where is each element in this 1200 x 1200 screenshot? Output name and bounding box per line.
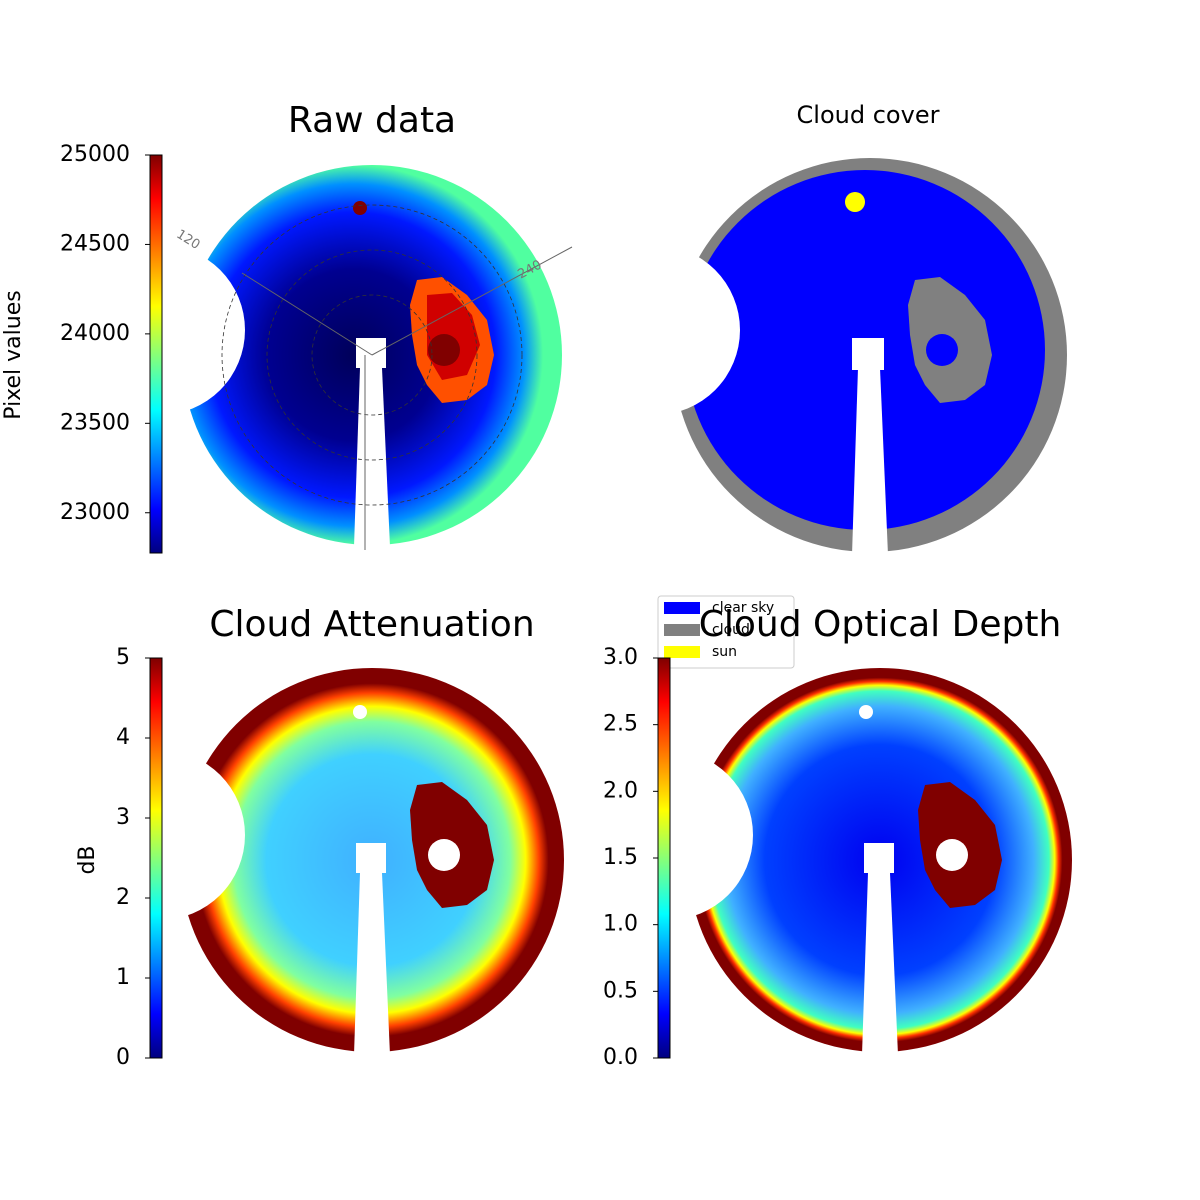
panel-title: Cloud cover: [797, 101, 940, 129]
colorbar: [657, 657, 671, 1059]
colorbar-tick-label: 24000: [60, 321, 130, 346]
colorbar-tick-label: 3.0: [603, 645, 638, 670]
colorbar-tick-label: 5: [116, 645, 130, 670]
colorbar-tick-label: 25000: [60, 142, 130, 167]
legend-swatch: [664, 624, 700, 636]
cloud-cover-image: [570, 158, 1067, 555]
colorbar-tick-label: 3: [116, 805, 130, 830]
colorbar-tick-label: 4: [116, 725, 130, 750]
legend-swatch: [664, 602, 700, 614]
colorbar-tick-label: 0.0: [603, 1045, 638, 1070]
colorbar-label: dB: [75, 845, 100, 874]
panel-title: Raw data: [288, 100, 456, 141]
colorbar-tick-label: 1.5: [603, 845, 638, 870]
colorbar-tick-label: 2.0: [603, 778, 638, 803]
colorbar-tick-label: 24500: [60, 231, 130, 256]
colorbar-tick-label: 0: [116, 1045, 130, 1070]
colorbar-tick-label: 2.5: [603, 712, 638, 737]
legend-label: cloud: [712, 622, 750, 638]
cod-image: [583, 668, 1072, 1055]
colorbar-tick-label: 0.5: [603, 978, 638, 1003]
attenuation-image: [75, 668, 564, 1055]
colorbar-tick-label: 23000: [60, 500, 130, 525]
colorbar: [149, 154, 163, 554]
legend-label: clear sky: [712, 600, 774, 616]
colorbar-tick-label: 2: [116, 885, 130, 910]
panel-title: Cloud Attenuation: [209, 604, 534, 645]
legend-swatch: [664, 646, 700, 658]
colorbar-label: Pixel values: [1, 290, 26, 419]
colorbar: [149, 657, 163, 1059]
colorbar-tick-label: 23500: [60, 410, 130, 435]
legend-label: sun: [712, 644, 737, 660]
colorbar-tick-label: 1.0: [603, 912, 638, 937]
colorbar-tick-label: 1: [116, 965, 130, 990]
panel-title: Cloud Optical Depth: [699, 604, 1062, 645]
